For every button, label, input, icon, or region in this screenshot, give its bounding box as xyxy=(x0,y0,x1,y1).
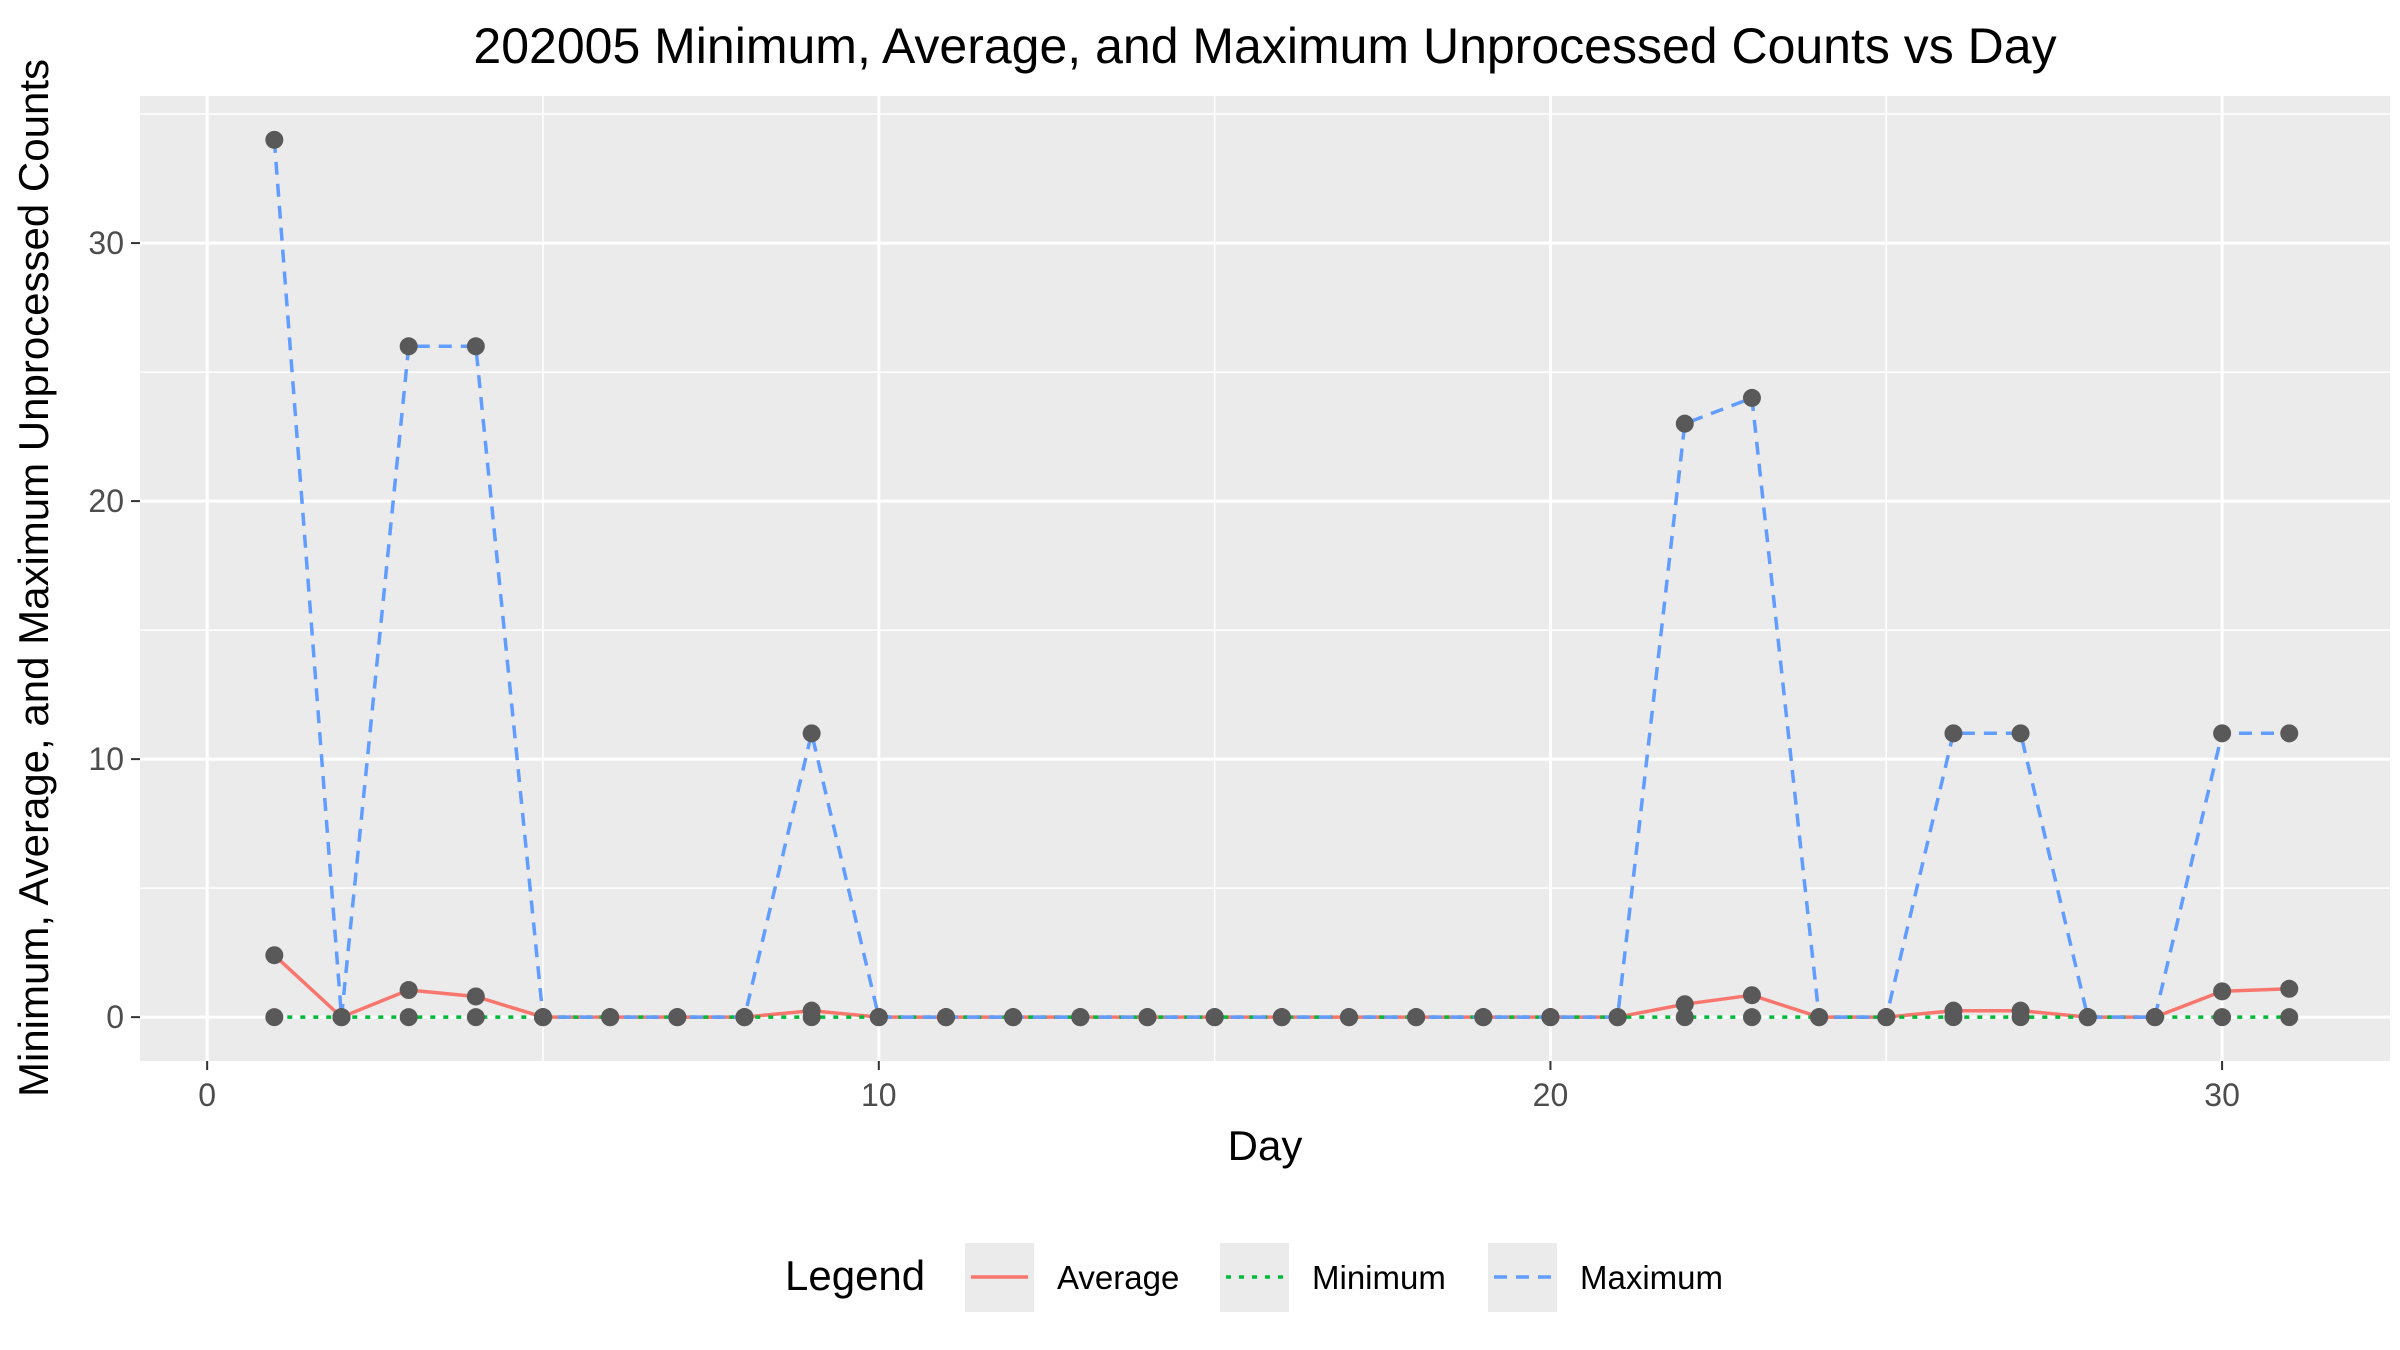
data-point-maximum xyxy=(1877,1008,1896,1027)
data-point-maximum xyxy=(601,1008,620,1027)
data-point-maximum xyxy=(1407,1008,1426,1027)
data-point-minimum xyxy=(2280,1008,2299,1027)
data-point-maximum xyxy=(399,337,418,356)
data-point-average xyxy=(265,946,284,965)
data-point-average xyxy=(2213,982,2232,1001)
plot-panel xyxy=(140,96,2390,1061)
y-axis-title: Minimum, Average, and Maximum Unprocesse… xyxy=(10,59,57,1097)
data-point-minimum xyxy=(466,1008,485,1027)
x-axis-title: Day xyxy=(1228,1122,1303,1169)
data-point-maximum xyxy=(1944,724,1963,743)
data-point-minimum xyxy=(1944,1008,1963,1027)
data-point-minimum xyxy=(802,1008,821,1027)
data-point-maximum xyxy=(668,1008,687,1027)
legend-label-average: Average xyxy=(1057,1259,1179,1296)
data-point-maximum xyxy=(1810,1008,1829,1027)
data-point-maximum xyxy=(1004,1008,1023,1027)
x-tick-label: 20 xyxy=(1533,1077,1569,1113)
data-point-average xyxy=(1742,986,1761,1005)
data-point-maximum xyxy=(2280,724,2299,743)
y-tick-label: 20 xyxy=(88,483,124,519)
legend-title: Legend xyxy=(785,1252,925,1299)
data-point-minimum xyxy=(1675,1008,1694,1027)
data-point-maximum xyxy=(1272,1008,1291,1027)
data-point-maximum xyxy=(869,1008,888,1027)
data-point-maximum xyxy=(2213,724,2232,743)
data-point-maximum xyxy=(533,1008,552,1027)
chart-title: 202005 Minimum, Average, and Maximum Unp… xyxy=(473,18,2056,74)
y-tick-label: 0 xyxy=(106,999,124,1035)
data-point-average xyxy=(466,987,485,1006)
legend-label-maximum: Maximum xyxy=(1580,1259,1723,1296)
data-point-maximum xyxy=(265,130,284,149)
data-point-maximum xyxy=(1071,1008,1090,1027)
y-tick-label: 10 xyxy=(88,741,124,777)
data-point-maximum xyxy=(466,337,485,356)
legend-label-minimum: Minimum xyxy=(1312,1259,1446,1296)
x-axis: 0 10 20 30 xyxy=(198,1061,2240,1113)
data-point-minimum xyxy=(1742,1008,1761,1027)
data-point-maximum xyxy=(2145,1008,2164,1027)
data-point-maximum xyxy=(1138,1008,1157,1027)
data-point-maximum xyxy=(1339,1008,1358,1027)
x-tick-label: 10 xyxy=(861,1077,897,1113)
data-point-maximum xyxy=(1742,388,1761,407)
data-point-maximum xyxy=(1474,1008,1493,1027)
x-tick-label: 0 xyxy=(198,1077,216,1113)
data-point-maximum xyxy=(1608,1008,1627,1027)
minor-gridlines xyxy=(140,96,2390,1061)
legend: Legend Average Minimum Maximum xyxy=(785,1243,1723,1312)
y-axis: 0 10 20 30 xyxy=(88,225,140,1035)
data-point-maximum xyxy=(802,724,821,743)
data-point-maximum xyxy=(1541,1008,1560,1027)
data-point-minimum xyxy=(399,1008,418,1027)
y-tick-label: 30 xyxy=(88,225,124,261)
data-point-maximum xyxy=(735,1008,754,1027)
data-point-average xyxy=(399,981,418,1000)
data-point-maximum xyxy=(332,1008,351,1027)
data-point-minimum xyxy=(2213,1008,2232,1027)
data-point-maximum xyxy=(1675,414,1694,433)
data-point-maximum xyxy=(1205,1008,1224,1027)
data-point-average xyxy=(2280,979,2299,998)
data-point-minimum xyxy=(265,1008,284,1027)
data-point-maximum xyxy=(2078,1008,2097,1027)
data-point-maximum xyxy=(936,1008,955,1027)
data-point-minimum xyxy=(2011,1008,2030,1027)
data-point-average xyxy=(1675,995,1694,1014)
data-points xyxy=(265,130,2299,1027)
data-point-maximum xyxy=(2011,724,2030,743)
x-tick-label: 30 xyxy=(2204,1077,2240,1113)
